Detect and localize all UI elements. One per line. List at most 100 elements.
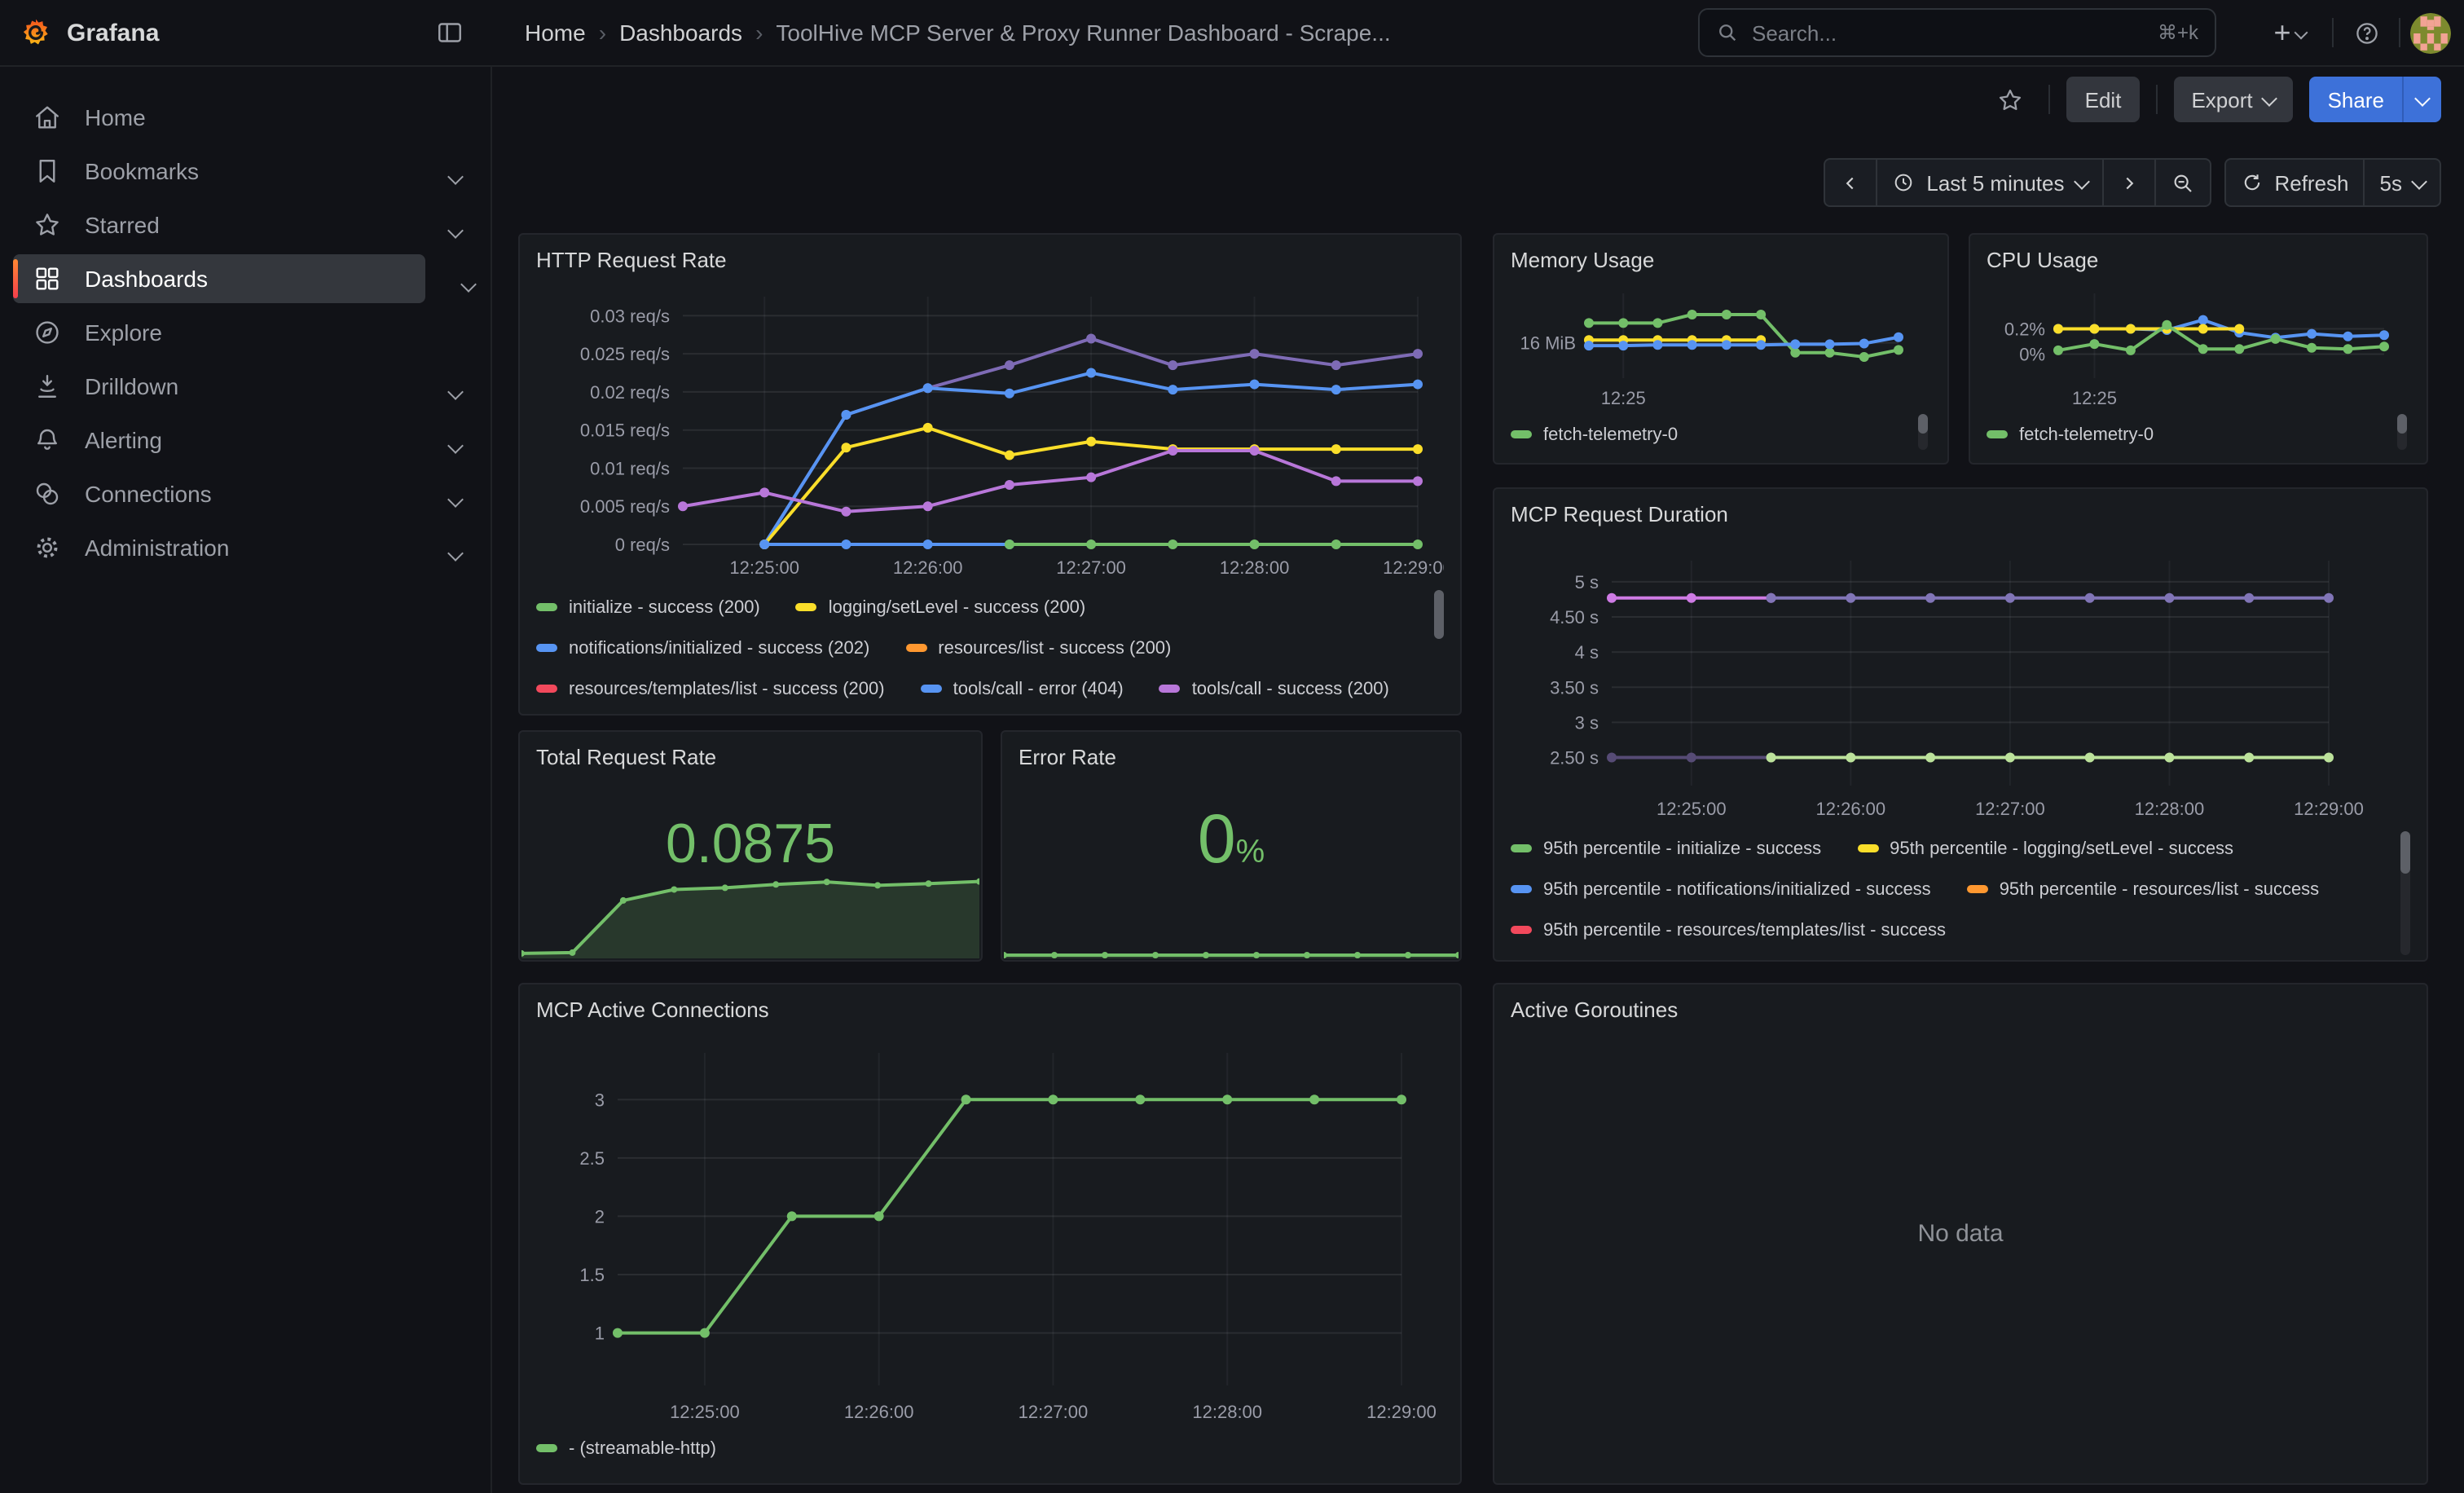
refresh-icon: [2240, 171, 2263, 194]
svg-text:12:29:00: 12:29:00: [1366, 1402, 1437, 1422]
brand-zone: Grafana: [0, 0, 492, 65]
panel-toggle-icon[interactable]: [427, 10, 473, 55]
legend-item[interactable]: initialize - success (200): [536, 587, 760, 628]
sidebar-item-dashboards[interactable]: Dashboards: [13, 254, 425, 303]
legend-item[interactable]: resources/templates/list - success (200): [536, 668, 885, 709]
mcp-active-connections-chart[interactable]: 11.522.5312:25:0012:26:0012:27:0012:28:0…: [536, 1027, 1444, 1428]
legend-scrollbar[interactable]: [2400, 831, 2410, 874]
panel-title[interactable]: Total Request Rate: [536, 740, 965, 774]
legend-series-label: 95th percentile - resources/templates/li…: [1543, 920, 1946, 940]
legend-item[interactable]: 95th percentile - initialize - success: [1511, 828, 1821, 869]
svg-text:0.015 req/s: 0.015 req/s: [580, 421, 670, 441]
panel-title[interactable]: MCP Active Connections: [536, 993, 1444, 1027]
plus-icon[interactable]: +: [2257, 10, 2322, 55]
legend-item[interactable]: tools/list - success (200): [536, 709, 761, 714]
legend-item[interactable]: 95th percentile - logging/setLevel - suc…: [1857, 828, 2233, 869]
time-range-picker[interactable]: Last 5 minutes: [1876, 158, 2103, 207]
legend-item[interactable]: fetch-telemetry-0: [1987, 414, 2154, 450]
panel-error-rate: Error Rate 0%: [1001, 730, 1462, 962]
svg-text:12:25:00: 12:25:00: [1657, 799, 1727, 819]
svg-text:3: 3: [595, 1090, 605, 1110]
cpu-usage-chart[interactable]: 0.2%0%12:25: [1987, 277, 2410, 414]
selected-accent: [13, 259, 18, 298]
legend-scrollbar[interactable]: [1434, 590, 1444, 639]
sidebar-item-label: Connections: [85, 481, 477, 507]
chevron-down-icon[interactable]: [450, 430, 461, 460]
legend-item[interactable]: unknown - success (200): [797, 709, 1029, 714]
memory-usage-chart[interactable]: 16 MiB12:25: [1511, 277, 1931, 414]
legend-series-label: 95th percentile - resources/list - succe…: [2000, 879, 2320, 899]
share-button[interactable]: Share: [2310, 77, 2402, 122]
grafana-app: Grafana Home›Dashboards›ToolHive MCP Ser…: [0, 0, 2464, 1493]
panel-title[interactable]: Active Goroutines: [1511, 993, 2410, 1027]
legend-item[interactable]: 95th percentile - resources/templates/li…: [1511, 909, 1946, 950]
sidebar-item-alerting[interactable]: Alerting: [13, 416, 477, 465]
panel-title[interactable]: CPU Usage: [1987, 243, 2410, 277]
sidebar-item-connections[interactable]: Connections: [13, 469, 477, 518]
legend-item[interactable]: 95th percentile - notifications/initiali…: [1511, 869, 1931, 909]
svg-text:12:27:00: 12:27:00: [1975, 799, 2045, 819]
legend-scrollbar[interactable]: [2397, 414, 2407, 434]
svg-text:12:29:00: 12:29:00: [2294, 799, 2364, 819]
chevron-down-icon[interactable]: [450, 215, 461, 244]
panel-mcp-request-duration: MCP Request Duration 2.50 s3 s3.50 s4 s4…: [1493, 487, 2428, 962]
drilldown-icon: [33, 372, 62, 401]
svg-text:16 MiB: 16 MiB: [1520, 333, 1576, 354]
time-back-button[interactable]: [1824, 158, 1877, 207]
chevron-down-icon[interactable]: [450, 538, 461, 567]
legend-item[interactable]: fetch-telemetry-0: [1511, 414, 1678, 450]
zoom-out-icon[interactable]: [2154, 158, 2211, 207]
top-bar: Grafana Home›Dashboards›ToolHive MCP Ser…: [0, 0, 2464, 67]
chevron-down-icon[interactable]: [450, 161, 461, 191]
brand-title: Grafana: [67, 19, 427, 46]
sidebar-item-home[interactable]: Home: [13, 93, 477, 142]
legend-item[interactable]: resources/list - success (200): [905, 628, 1171, 668]
panel-title[interactable]: HTTP Request Rate: [536, 243, 1444, 277]
panel-title[interactable]: Error Rate: [1019, 740, 1444, 774]
svg-text:1: 1: [595, 1323, 605, 1344]
search-icon: [1716, 21, 1739, 44]
legend-series-color: [1159, 685, 1181, 693]
refresh-interval-dropdown[interactable]: 5s: [2364, 158, 2441, 207]
legend-item[interactable]: tools/call - error (404): [921, 668, 1124, 709]
legend-series-color: [536, 644, 557, 652]
refresh-button[interactable]: Refresh: [2224, 158, 2365, 207]
star-icon: [33, 210, 62, 240]
sidebar-item-starred[interactable]: Starred: [13, 200, 477, 249]
breadcrumb-item[interactable]: Dashboards: [619, 20, 742, 46]
sidebar-item-label: Bookmarks: [85, 158, 477, 184]
mcp-request-duration-chart[interactable]: 2.50 s3 s3.50 s4 s4.50 s5 s12:25:0012:26…: [1511, 531, 2410, 825]
legend-item[interactable]: logging/setLevel - success (200): [796, 587, 1086, 628]
legend-item[interactable]: - (streamable-http): [536, 1428, 716, 1469]
export-button[interactable]: Export: [2173, 77, 2293, 122]
share-dropdown-caret[interactable]: [2402, 77, 2441, 122]
sidebar-item-bookmarks[interactable]: Bookmarks: [13, 147, 477, 196]
panel-title[interactable]: Memory Usage: [1511, 243, 1931, 277]
legend-scrollbar[interactable]: [1918, 414, 1928, 434]
svg-text:2.50 s: 2.50 s: [1550, 748, 1599, 769]
sidebar-item-administration[interactable]: Administration: [13, 523, 477, 572]
svg-text:12:25:00: 12:25:00: [670, 1402, 740, 1422]
edit-button[interactable]: Edit: [2067, 77, 2140, 122]
clock-icon: [1892, 171, 1915, 194]
help-icon[interactable]: [2343, 10, 2389, 55]
sidebar-item-drilldown[interactable]: Drilldown: [13, 362, 477, 411]
divider: [2155, 85, 2157, 114]
chevron-down-icon[interactable]: [450, 377, 461, 406]
legend-item[interactable]: tools/call - success (200): [1159, 668, 1389, 709]
user-avatar[interactable]: [2410, 12, 2451, 53]
compass-icon: [33, 318, 62, 347]
star-icon[interactable]: [1987, 77, 2033, 122]
time-forward-button[interactable]: [2101, 158, 2155, 207]
time-controls: Last 5 minutes Refresh 5s: [492, 158, 2441, 210]
chevron-down-icon[interactable]: [463, 269, 474, 298]
panel-title[interactable]: MCP Request Duration: [1511, 497, 2410, 531]
sidebar-item-explore[interactable]: Explore: [13, 308, 477, 357]
legend-item[interactable]: notifications/initialized - success (202…: [536, 628, 869, 668]
breadcrumb-item[interactable]: Home: [525, 20, 586, 46]
search-input[interactable]: Search... ⌘+k: [1698, 8, 2216, 57]
legend-series-label: tools/call - error (404): [953, 679, 1124, 698]
chevron-down-icon[interactable]: [450, 484, 461, 513]
legend-item[interactable]: 95th percentile - resources/list - succe…: [1967, 869, 2320, 909]
http-request-rate-chart[interactable]: 0 req/s0.005 req/s0.01 req/s0.015 req/s0…: [536, 277, 1444, 584]
